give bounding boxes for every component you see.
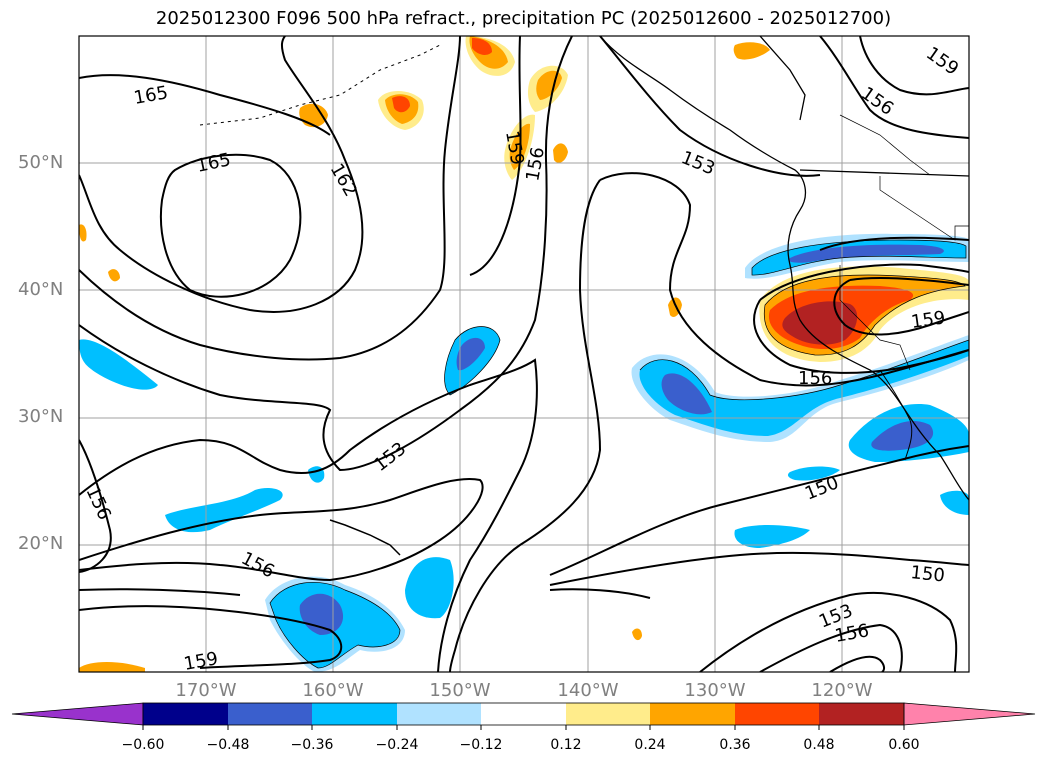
- colorbar-tick-label: 0.12: [550, 737, 582, 753]
- colorbar-tick-label: 0.48: [803, 737, 835, 753]
- contour-label: 150: [909, 562, 945, 586]
- colorbar-bin: [566, 703, 650, 725]
- contour-147-sw: [79, 588, 241, 596]
- colorbar-extend-low: [11, 702, 144, 726]
- contour-156-se: [759, 623, 903, 672]
- colorbar-bin: [735, 703, 819, 725]
- contour-147: [79, 605, 343, 669]
- shade-pac-cyan-2: [405, 557, 454, 619]
- shade-small-orange-2: [79, 224, 87, 242]
- shade-subtropical-cyan: [639, 340, 969, 436]
- lat-label: 40°N: [18, 279, 64, 300]
- contour-156-ca-2: [753, 263, 969, 374]
- shade-california-darkred: [782, 301, 858, 345]
- map-title: 2025012300 F096 500 hPa refract., precip…: [155, 8, 892, 29]
- shade-sw-orange: [79, 662, 145, 672]
- contour-156-ne: [819, 36, 969, 139]
- contour-150-east-2: [549, 551, 969, 586]
- shade-pac-cyan-4: [787, 466, 840, 481]
- contour-159-ca: [833, 276, 969, 336]
- colorbar: [11, 702, 1036, 730]
- shade-small-orange-3: [108, 269, 120, 282]
- contour-153-ne: [599, 36, 821, 177]
- contour-label: 159: [910, 307, 947, 333]
- shade-pacnw-blue-dark: [788, 244, 944, 263]
- lon-label: 170°W: [175, 680, 237, 701]
- lon-label: 120°W: [811, 680, 873, 701]
- lon-label: 150°W: [429, 680, 491, 701]
- shade-westpac-blue-3: [165, 488, 283, 533]
- colorbar-tick-label: −0.60: [121, 737, 165, 753]
- colorbar-tick-label: −0.48: [206, 737, 250, 753]
- shade-westpac-blue-2d: [456, 337, 485, 371]
- lon-label: 130°W: [684, 680, 746, 701]
- map-border: [78, 35, 970, 673]
- lat-label: 20°N: [18, 533, 64, 554]
- shade-mex-cyan: [940, 490, 969, 515]
- shade-small-orange-4: [632, 628, 642, 641]
- shade-westpac-blue-1: [79, 339, 158, 390]
- colorbar-bin: [228, 703, 312, 725]
- colorbar-tick-label: 0.24: [634, 737, 666, 753]
- colorbar-bin: [312, 703, 397, 725]
- colorbar-bin: [819, 703, 904, 725]
- contour-153-trough: [599, 172, 969, 387]
- lon-label: 140°W: [557, 680, 619, 701]
- contour-150-west: [79, 478, 484, 582]
- colorbar-tick-label: −0.36: [290, 737, 334, 753]
- shade-north-red-2: [392, 96, 410, 113]
- colorbar-bin: [143, 703, 228, 725]
- contour-153-se: [699, 592, 958, 672]
- lat-label: 30°N: [18, 406, 64, 427]
- contour-150-east: [549, 445, 969, 576]
- shade-north-orange-7: [733, 42, 770, 60]
- contour-153-west: [79, 358, 538, 672]
- contour-159-tongue: [469, 36, 522, 276]
- colorbar-tick-label: 0.36: [719, 737, 751, 753]
- contour-label: 156: [798, 368, 832, 389]
- refractivity-contours: [79, 36, 969, 672]
- colorbar-tick-label: −0.12: [459, 737, 503, 753]
- contour-147-se: [549, 588, 651, 599]
- shade-north-red-1: [472, 38, 492, 55]
- shade-pac-cyan-3: [734, 525, 810, 548]
- lat-label: 50°N: [18, 152, 64, 173]
- shade-subtropical-blue: [661, 373, 712, 415]
- colorbar-tick-label: −0.24: [375, 737, 419, 753]
- colorbar-bin: [397, 703, 481, 725]
- contour-162: [79, 36, 364, 313]
- colorbar-outline: [142, 702, 905, 726]
- contour-159-ne: [859, 36, 969, 96]
- colorbar-bin: [650, 703, 735, 725]
- contour-159-se: [829, 655, 886, 672]
- colorbar-extend-high: [903, 702, 1036, 726]
- lat-lon-grid: [79, 36, 969, 672]
- shade-north-orange-6: [553, 143, 568, 163]
- contour-156-ca: [819, 236, 969, 251]
- contour-165-loop: [159, 153, 302, 298]
- contour-159-west: [79, 36, 461, 361]
- colorbar-bin: [481, 703, 566, 725]
- contour-156-west: [79, 36, 573, 472]
- contour-156-left: [79, 439, 112, 573]
- colorbar-tick-label: 0.60: [888, 737, 920, 753]
- contour-165-outer: [79, 74, 331, 136]
- lon-label: 160°W: [302, 680, 364, 701]
- contour-153-left: [449, 179, 602, 672]
